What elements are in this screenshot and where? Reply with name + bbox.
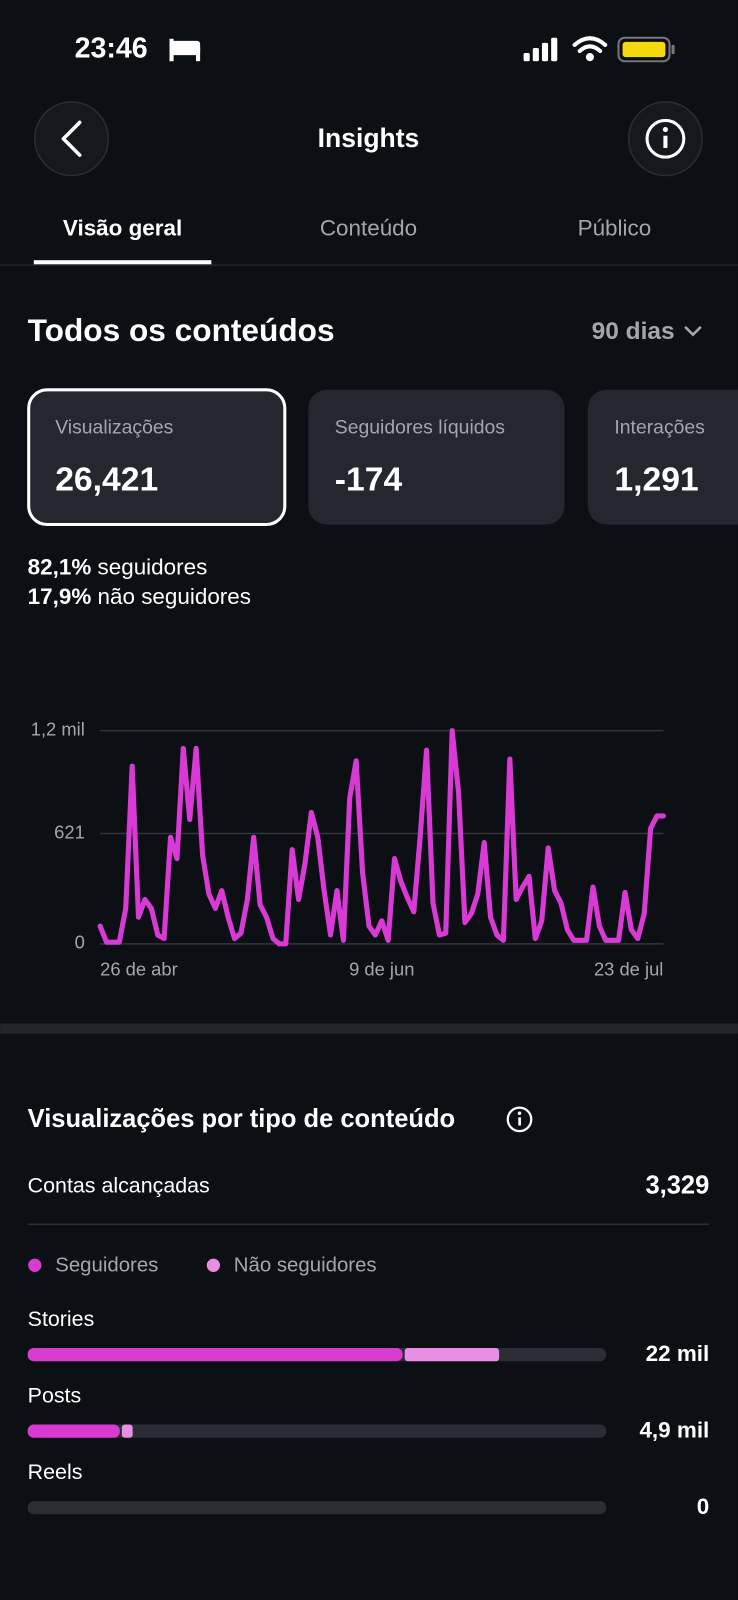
card-value: -174 <box>335 462 403 499</box>
bar-track <box>27 1424 607 1438</box>
line <box>97 728 666 947</box>
share-label: não seguidores <box>98 584 251 609</box>
bar-chart: Seguidores Não seguidores Stories 22 mil Pos… <box>27 1255 710 1519</box>
sleep-icon <box>169 38 201 62</box>
info-icon[interactable] <box>506 1106 533 1133</box>
card-label: Interações <box>614 417 704 439</box>
clock: 23:46 <box>75 33 148 65</box>
y-tick-label: 1,2 mil <box>31 718 85 739</box>
bar-track <box>27 1501 607 1515</box>
card-label: Seguidores líquidos <box>335 417 505 439</box>
card-label: Visualizações <box>55 417 173 439</box>
card-value: 26,421 <box>55 462 158 499</box>
total-label: 4,9 mil <box>639 1418 709 1443</box>
breakdown-line: 82,1% seguidores <box>28 554 208 579</box>
bar-segment <box>404 1347 500 1362</box>
period[interactable]: 90 dias <box>592 318 675 345</box>
x-tick-label: 26 de abr <box>100 958 178 979</box>
reach-value: 3,329 <box>645 1171 709 1199</box>
breakdown-line: 17,9% não seguidores <box>28 584 251 609</box>
bar-segment <box>27 1347 403 1362</box>
card-value: 1,291 <box>614 462 698 499</box>
battery-icon <box>617 36 675 63</box>
tab[interactable]: Público <box>578 216 652 241</box>
tab-indicator <box>33 260 212 265</box>
info-button[interactable] <box>627 101 703 177</box>
x-tick-label: 9 de jun <box>349 958 414 979</box>
total-label: 22 mil <box>646 1341 710 1366</box>
section-title: Visualizações por tipo de conteúdo <box>28 1105 455 1133</box>
divider <box>27 1223 710 1225</box>
card[interactable]: Seguidores líquidos -174 <box>308 389 565 525</box>
line-chart: 0 621 1,2 mil 26 de abr 9 de jun 23 de jul <box>31 718 666 979</box>
section-divider <box>0 1023 738 1034</box>
x-tick-label: 23 de jul <box>594 958 663 979</box>
tab[interactable]: Conteúdo <box>320 216 417 241</box>
share-label: seguidores <box>98 554 208 579</box>
legend-label: Não seguidores <box>234 1255 377 1277</box>
y-tick-label: 621 <box>54 821 85 842</box>
bar-segment <box>27 1424 120 1438</box>
legend-dot <box>206 1258 221 1272</box>
bar-segment <box>121 1424 133 1438</box>
back-button[interactable] <box>34 101 110 177</box>
section-title: Todos os conteúdos <box>28 312 335 348</box>
page-title: Insights <box>318 123 420 153</box>
period-selector[interactable]: 90 dias <box>592 318 702 345</box>
signal-icon <box>523 37 558 62</box>
share: 82,1% <box>28 554 92 579</box>
row-label: Stories <box>28 1307 95 1331</box>
row-label: Reels <box>28 1460 83 1484</box>
card[interactable]: Interações 1,291 <box>587 389 738 525</box>
divider <box>0 264 738 266</box>
tab[interactable]: Visão geral <box>63 216 182 241</box>
legend-label: Seguidores <box>55 1255 158 1277</box>
total-label: 0 <box>697 1494 709 1519</box>
share: 17,9% <box>28 584 92 609</box>
wifi-icon <box>572 36 608 62</box>
reach-label: Contas alcançadas <box>28 1173 210 1197</box>
y-tick-label: 0 <box>75 932 85 953</box>
card[interactable]: Visualizações 26,421 <box>27 388 287 527</box>
legend-dot <box>28 1258 42 1272</box>
row-label: Posts <box>28 1384 82 1408</box>
